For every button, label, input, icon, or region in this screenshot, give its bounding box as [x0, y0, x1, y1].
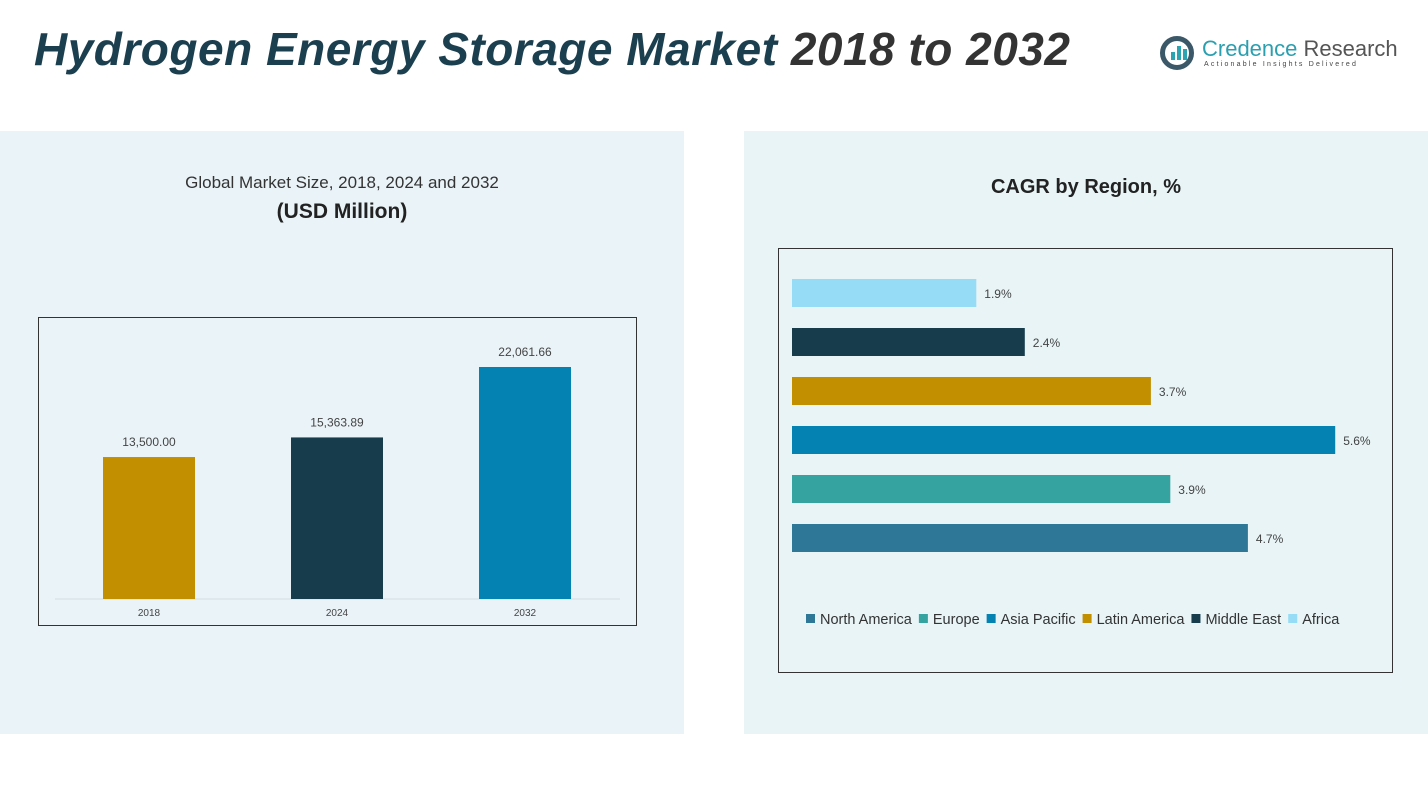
bar-2024: [291, 437, 383, 599]
legend-item: Latin America: [1097, 612, 1186, 628]
data-label: 15,363.89: [310, 415, 364, 429]
legend-swatch: [1288, 614, 1298, 623]
left-chart-subtitle: (USD Million): [276, 200, 408, 223]
legend-swatch: [806, 614, 815, 623]
x-tick-label: 2024: [326, 608, 349, 619]
legend-item: Asia Pacific: [1001, 612, 1076, 628]
logo-chart-icon: [1160, 36, 1194, 70]
data-label: 3.9%: [1178, 483, 1206, 497]
legend-item: Europe: [933, 612, 980, 628]
bar-middle-east: [792, 328, 1025, 356]
data-label: 1.9%: [984, 287, 1012, 301]
logo-name: Credence Research: [1202, 36, 1398, 61]
bar-2018: [103, 457, 195, 599]
title-years: 2018 to 2032: [790, 23, 1071, 75]
data-label: 22,061.66: [498, 345, 552, 359]
data-label: 3.7%: [1159, 385, 1187, 399]
legend-swatch: [986, 614, 996, 623]
x-tick-label: 2018: [138, 608, 161, 619]
legend-swatch: [1082, 614, 1092, 623]
data-label: 13,500.00: [122, 435, 176, 449]
bar-asia-pacific: [792, 426, 1336, 454]
bar-2032: [479, 367, 571, 599]
right-chart-title: CAGR by Region, %: [990, 176, 1181, 198]
logo-tagline: Actionable Insights Delivered: [1204, 61, 1359, 68]
bar-latin-america: [792, 377, 1151, 405]
logo: Credence Research Actionable Insights De…: [1160, 34, 1400, 74]
x-tick-label: 2032: [514, 608, 537, 619]
bar-africa: [792, 279, 977, 307]
data-label: 5.6%: [1343, 434, 1371, 448]
page-title: Hydrogen Energy Storage Market 2018 to 2…: [34, 22, 1070, 76]
cagr-chart-frame: [778, 248, 1393, 673]
bar-north-america: [792, 524, 1248, 552]
left-chart-title: Global Market Size, 2018, 2024 and 2032: [185, 173, 499, 192]
title-main: Hydrogen Energy Storage Market: [34, 23, 778, 75]
legend-item: Africa: [1302, 612, 1340, 628]
market-size-chart-frame: [38, 317, 637, 626]
data-label: 4.7%: [1256, 532, 1284, 546]
legend-item: Middle East: [1205, 612, 1281, 628]
bar-europe: [792, 475, 1171, 503]
legend-item: North America: [820, 612, 913, 628]
legend-swatch: [918, 614, 928, 623]
data-label: 2.4%: [1033, 336, 1061, 350]
legend-swatch: [1191, 614, 1201, 623]
